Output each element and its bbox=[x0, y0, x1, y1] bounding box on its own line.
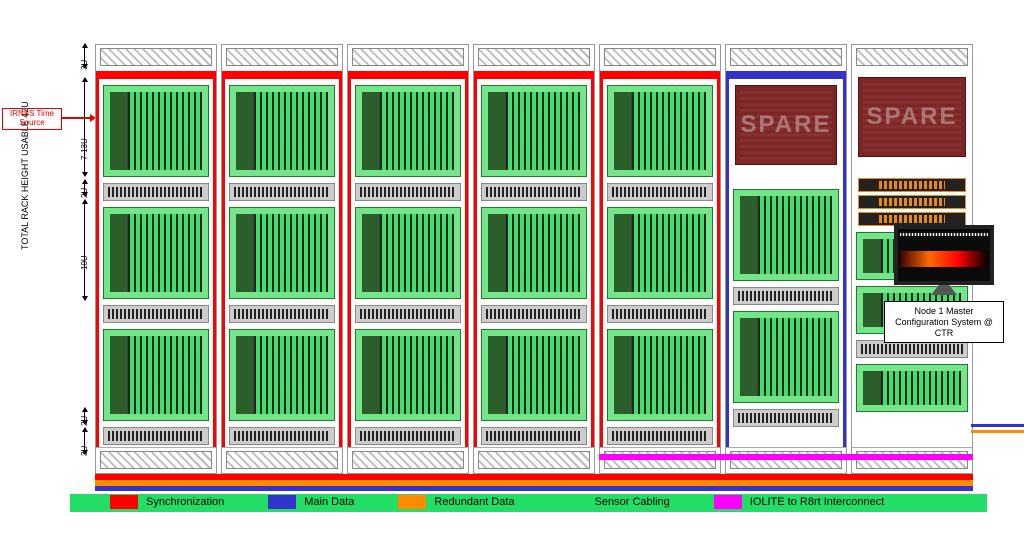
legend-label: Synchronization bbox=[146, 496, 224, 508]
server-chassis bbox=[481, 207, 587, 299]
spare-blanking-plate: SPARE bbox=[735, 85, 837, 165]
patch-panel bbox=[229, 427, 335, 445]
monitor-stand bbox=[931, 285, 957, 295]
legend-item: Synchronization bbox=[110, 495, 224, 509]
legend-label: Sensor Cabling bbox=[595, 496, 670, 508]
legend-label: Redundant Data bbox=[434, 496, 514, 508]
network-switch bbox=[858, 212, 966, 226]
rack-6: SPARE bbox=[725, 44, 847, 474]
network-switch bbox=[858, 195, 966, 209]
server-chassis bbox=[229, 329, 335, 421]
rack-5 bbox=[599, 44, 721, 474]
legend-swatch bbox=[398, 495, 426, 509]
patch-panel bbox=[607, 305, 713, 323]
cable-main-data bbox=[95, 486, 973, 491]
server-chassis bbox=[103, 329, 209, 421]
legend-swatch bbox=[110, 495, 138, 509]
server-chassis bbox=[607, 329, 713, 421]
legend: Synchronization Main Data Redundant Data Se… bbox=[110, 495, 884, 509]
dim-10u-label: 10U bbox=[80, 255, 89, 270]
monitor-screen bbox=[894, 225, 994, 285]
patch-panel bbox=[481, 183, 587, 201]
patch-panel bbox=[355, 427, 461, 445]
dim-10u bbox=[84, 200, 85, 300]
monitor-drop-orange bbox=[971, 430, 1024, 433]
legend-label: Main Data bbox=[304, 496, 354, 508]
monitor-node1: Node 1 Master Configuration System @ CTR bbox=[884, 225, 1004, 343]
dim-top-3u-label: 3U bbox=[80, 60, 89, 70]
spare-blanking-plate: SPARE bbox=[858, 77, 966, 157]
server-chassis bbox=[481, 329, 587, 421]
server-chassis bbox=[103, 207, 209, 299]
dim-7-13u bbox=[84, 78, 85, 176]
patch-panel bbox=[103, 305, 209, 323]
cable-iolite-interconnect bbox=[599, 454, 973, 460]
server-chassis bbox=[355, 85, 461, 177]
patch-panel bbox=[355, 305, 461, 323]
dim-bot-3u-label: 3U bbox=[80, 446, 89, 456]
server-chassis bbox=[103, 85, 209, 177]
monitor-caption: Node 1 Master Configuration System @ CTR bbox=[884, 301, 1004, 343]
dim-7-13u-label: 7-13U bbox=[80, 138, 89, 160]
rack-2 bbox=[221, 44, 343, 474]
patch-panel bbox=[607, 183, 713, 201]
patch-panel bbox=[607, 427, 713, 445]
monitor-drop-blue bbox=[971, 424, 1024, 427]
patch-panel bbox=[355, 183, 461, 201]
rack-4 bbox=[473, 44, 595, 474]
legend-swatch bbox=[268, 495, 296, 509]
patch-panel bbox=[103, 183, 209, 201]
server-chassis bbox=[481, 85, 587, 177]
server-chassis bbox=[733, 189, 839, 281]
rack-diagram: TOTAL RACK HEIGHT USABLE 42U 3U 7-13U 2U… bbox=[0, 0, 1024, 559]
patch-panel bbox=[481, 427, 587, 445]
irnss-time-source-label: IRNSS Time Source bbox=[2, 108, 62, 130]
server-chassis bbox=[229, 207, 335, 299]
server-chassis-small bbox=[856, 364, 968, 412]
legend-label: IOLITE to R8rt Interconnect bbox=[750, 496, 885, 508]
server-chassis bbox=[733, 311, 839, 403]
legend-item: IOLITE to R8rt Interconnect bbox=[714, 495, 885, 509]
server-chassis bbox=[355, 329, 461, 421]
legend-item: Redundant Data bbox=[398, 495, 514, 509]
server-chassis bbox=[229, 85, 335, 177]
dim-2u-a-label: 2U bbox=[80, 188, 89, 198]
server-chassis bbox=[607, 207, 713, 299]
patch-panel bbox=[229, 183, 335, 201]
irnss-arrow bbox=[62, 117, 92, 119]
server-chassis bbox=[355, 207, 461, 299]
server-chassis bbox=[607, 85, 713, 177]
rack-area: SPARE SPARE bbox=[95, 44, 980, 474]
patch-panel bbox=[733, 287, 839, 305]
legend-swatch bbox=[714, 495, 742, 509]
patch-panel bbox=[229, 305, 335, 323]
rack-1 bbox=[95, 44, 217, 474]
network-switch bbox=[858, 178, 966, 192]
legend-item: Sensor Cabling bbox=[559, 495, 670, 509]
patch-panel bbox=[733, 409, 839, 427]
rack-3 bbox=[347, 44, 469, 474]
patch-panel bbox=[481, 305, 587, 323]
patch-panel bbox=[103, 427, 209, 445]
legend-item: Main Data bbox=[268, 495, 354, 509]
dim-2u-b-label: 2U bbox=[80, 416, 89, 426]
legend-swatch bbox=[559, 495, 587, 509]
